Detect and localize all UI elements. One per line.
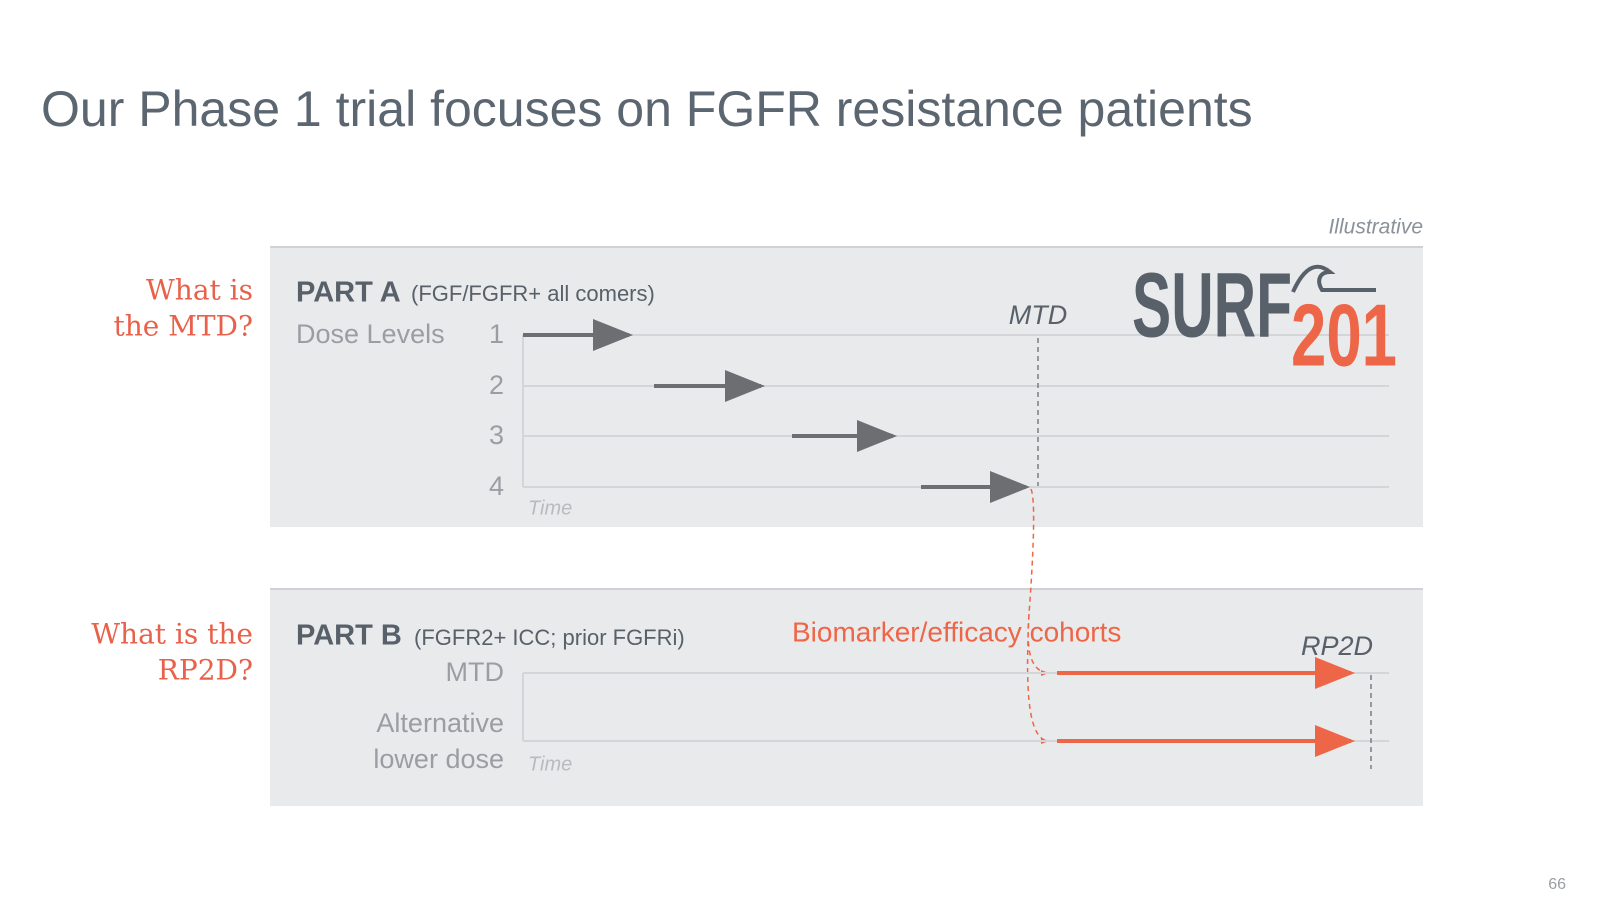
level: 3 <box>489 420 504 450</box>
logo-number: 201 <box>1291 285 1397 384</box>
axis-label: Dose Levels <box>296 319 445 349</box>
row-label: MTD <box>446 657 504 687</box>
row-label: lower dose <box>373 744 504 774</box>
level: 4 <box>489 471 504 501</box>
level: 2 <box>489 370 504 400</box>
part-subtitle: (FGF/FGFR+ all comers) <box>411 281 655 306</box>
page-number: 66 <box>1548 876 1566 893</box>
panel-b <box>270 588 1423 806</box>
title: Our Phase 1 trial focuses on FGFR resist… <box>41 81 1253 137</box>
cohort-arrows <box>1057 657 1355 757</box>
marker: MTD <box>1009 300 1067 330</box>
time-label: Time <box>528 753 572 775</box>
cohorts-label: Biomarker/efficacy cohorts <box>792 616 1121 647</box>
row-label: Alternative <box>376 708 504 738</box>
question: What is the <box>91 618 253 651</box>
logo-wave <box>1291 264 1376 293</box>
connector <box>1026 488 1048 742</box>
part-subtitle: (FGFR2+ ICC; prior FGFRi) <box>414 625 685 650</box>
note: Illustrative <box>1328 216 1423 239</box>
logo-word: SURF <box>1132 254 1292 356</box>
question: What is <box>146 274 253 307</box>
part-label: PART A <box>296 277 401 309</box>
question: RP2D? <box>158 654 253 687</box>
time-label: Time <box>528 497 572 519</box>
level: 1 <box>489 319 504 349</box>
part-label: PART B <box>296 620 402 652</box>
marker: RP2D <box>1301 631 1373 661</box>
dose-arrows <box>523 319 1030 503</box>
question: the MTD? <box>113 310 253 343</box>
